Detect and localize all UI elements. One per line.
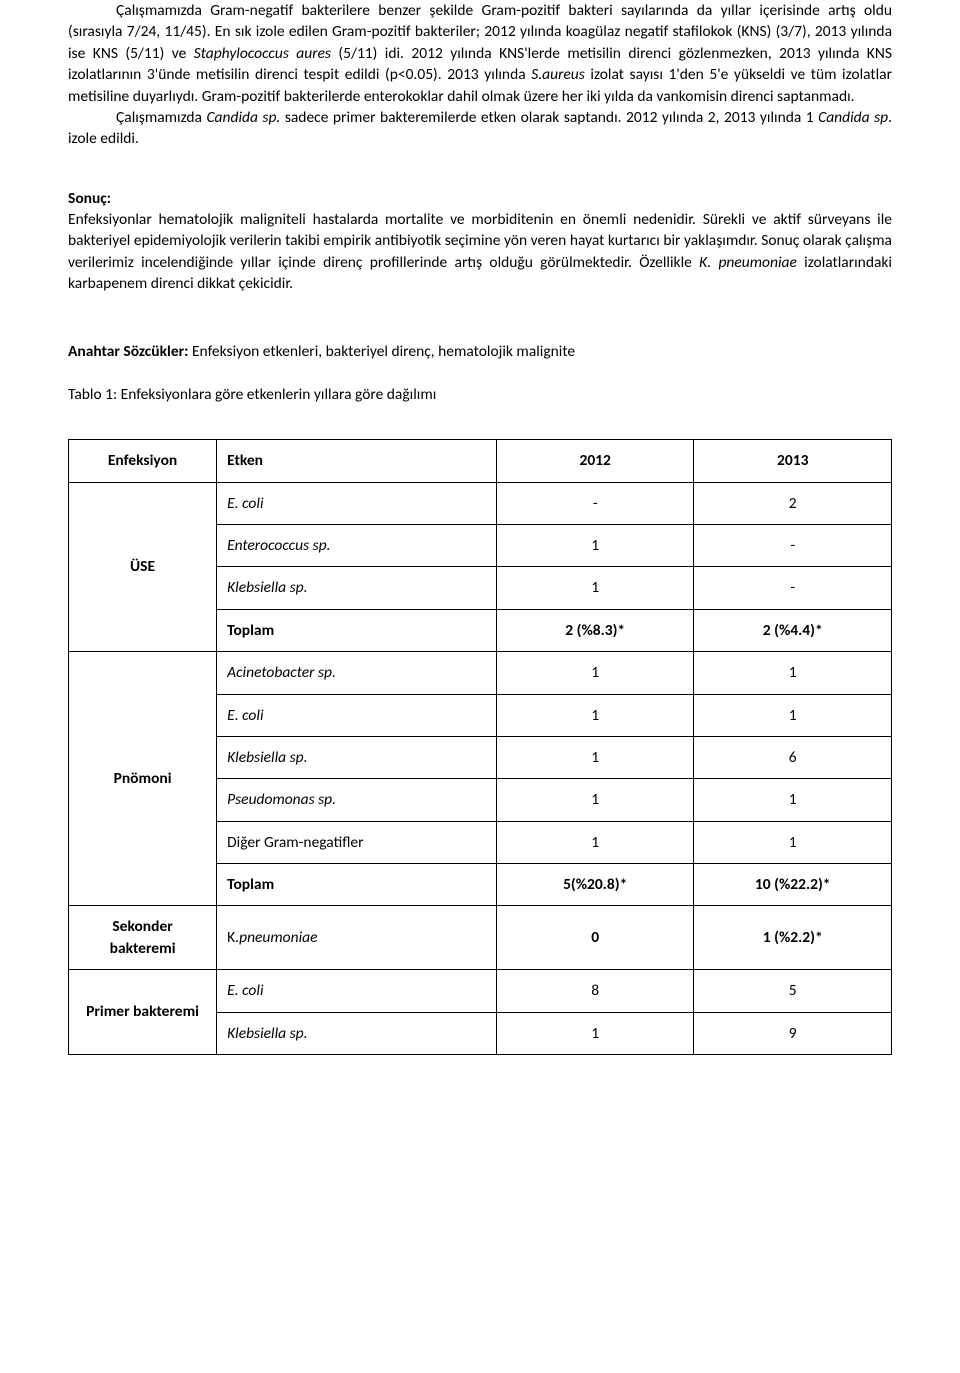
anahtar-label: Anahtar Sözcükler: — [68, 342, 192, 361]
cell-2012: 0 — [496, 906, 694, 970]
cell-etken: Pseudomonas sp. — [217, 779, 497, 821]
group-label: Pnömoni — [69, 652, 217, 906]
cell-2013: 1 — [694, 779, 892, 821]
header-etken: Etken — [217, 440, 497, 482]
cell-2012: 1 — [496, 821, 694, 863]
cell-2013: 9 — [694, 1012, 892, 1054]
p1-text-d: S.aureus — [531, 65, 585, 84]
cell-2013: - — [694, 525, 892, 567]
cell-etken: Acinetobacter sp. — [217, 652, 497, 694]
cell-2012: 1 — [496, 736, 694, 778]
p2-text-d: Candida sp — [818, 108, 888, 127]
cell-2013: 1 — [694, 821, 892, 863]
cell-etken: E. coli — [217, 694, 497, 736]
sonuc-section: Sonuç: Enfeksiyonlar hematolojik maligni… — [68, 188, 892, 295]
cell-etken: E. coli — [217, 482, 497, 524]
anahtar-text: Enfeksiyon etkenleri, bakteriyel direnç,… — [192, 342, 575, 361]
cell-2013: 1 (%2.2)* — [694, 906, 892, 970]
cell-2013: 2 (%4.4)* — [694, 609, 892, 651]
sonuc-label: Sonuç: — [68, 188, 892, 209]
cell-2012: 5(%20.8)* — [496, 864, 694, 906]
group-label: ÜSE — [69, 482, 217, 652]
cell-etken: E. coli — [217, 970, 497, 1012]
p2-text-a: Çalışmamızda — [116, 108, 206, 127]
p2-text-b: Candida sp. — [206, 108, 280, 127]
cell-2012: 1 — [496, 779, 694, 821]
table-row: Sekonder bakteremiK.pneumoniae01 (%2.2)* — [69, 906, 892, 970]
cell-2013: 1 — [694, 694, 892, 736]
cell-2012: 1 — [496, 525, 694, 567]
cell-etken: Toplam — [217, 609, 497, 651]
cell-2013: 6 — [694, 736, 892, 778]
cell-etken: Klebsiella sp. — [217, 567, 497, 609]
cell-2013: 10 (%22.2)* — [694, 864, 892, 906]
paragraph-2: Çalışmamızda Candida sp. sadece primer b… — [68, 107, 892, 150]
header-2013: 2013 — [694, 440, 892, 482]
table-row: ÜSEE. coli-2 — [69, 482, 892, 524]
table-row: Primer bakteremiE. coli85 — [69, 970, 892, 1012]
cell-2012: 1 — [496, 652, 694, 694]
p2-text-c: sadece primer bakteremilerde etken olara… — [280, 108, 818, 127]
cell-etken: K.pneumoniae — [217, 906, 497, 970]
sonuc-text-b: K. pneumoniae — [699, 253, 797, 272]
cell-2013: 1 — [694, 652, 892, 694]
cell-etken: Enterococcus sp. — [217, 525, 497, 567]
etken-table: Enfeksiyon Etken 2012 2013 ÜSEE. coli-2E… — [68, 439, 892, 1055]
cell-2012: 1 — [496, 567, 694, 609]
table-title: Tablo 1: Enfeksiyonlara göre etkenlerin … — [68, 384, 892, 405]
table-header-row: Enfeksiyon Etken 2012 2013 — [69, 440, 892, 482]
group-label: Primer bakteremi — [69, 970, 217, 1055]
cell-2013: - — [694, 567, 892, 609]
paragraph-1: Çalışmamızda Gram-negatif bakterilere be… — [68, 0, 892, 107]
cell-etken: Klebsiella sp. — [217, 736, 497, 778]
p1-text-b: Staphylococcus aures — [194, 44, 331, 63]
cell-2012: 1 — [496, 694, 694, 736]
cell-etken: Klebsiella sp. — [217, 1012, 497, 1054]
sonuc-body: Enfeksiyonlar hematolojik maligniteli ha… — [68, 209, 892, 295]
cell-2012: 1 — [496, 1012, 694, 1054]
header-2012: 2012 — [496, 440, 694, 482]
cell-2013: 2 — [694, 482, 892, 524]
cell-2012: 8 — [496, 970, 694, 1012]
anahtar-line: Anahtar Sözcükler: Enfeksiyon etkenleri,… — [68, 341, 892, 362]
group-label: Sekonder bakteremi — [69, 906, 217, 970]
cell-etken: Toplam — [217, 864, 497, 906]
cell-etken: Diğer Gram-negatifler — [217, 821, 497, 863]
cell-2012: 2 (%8.3)* — [496, 609, 694, 651]
cell-2012: - — [496, 482, 694, 524]
cell-2013: 5 — [694, 970, 892, 1012]
table-row: PnömoniAcinetobacter sp.11 — [69, 652, 892, 694]
header-enfeksiyon: Enfeksiyon — [69, 440, 217, 482]
